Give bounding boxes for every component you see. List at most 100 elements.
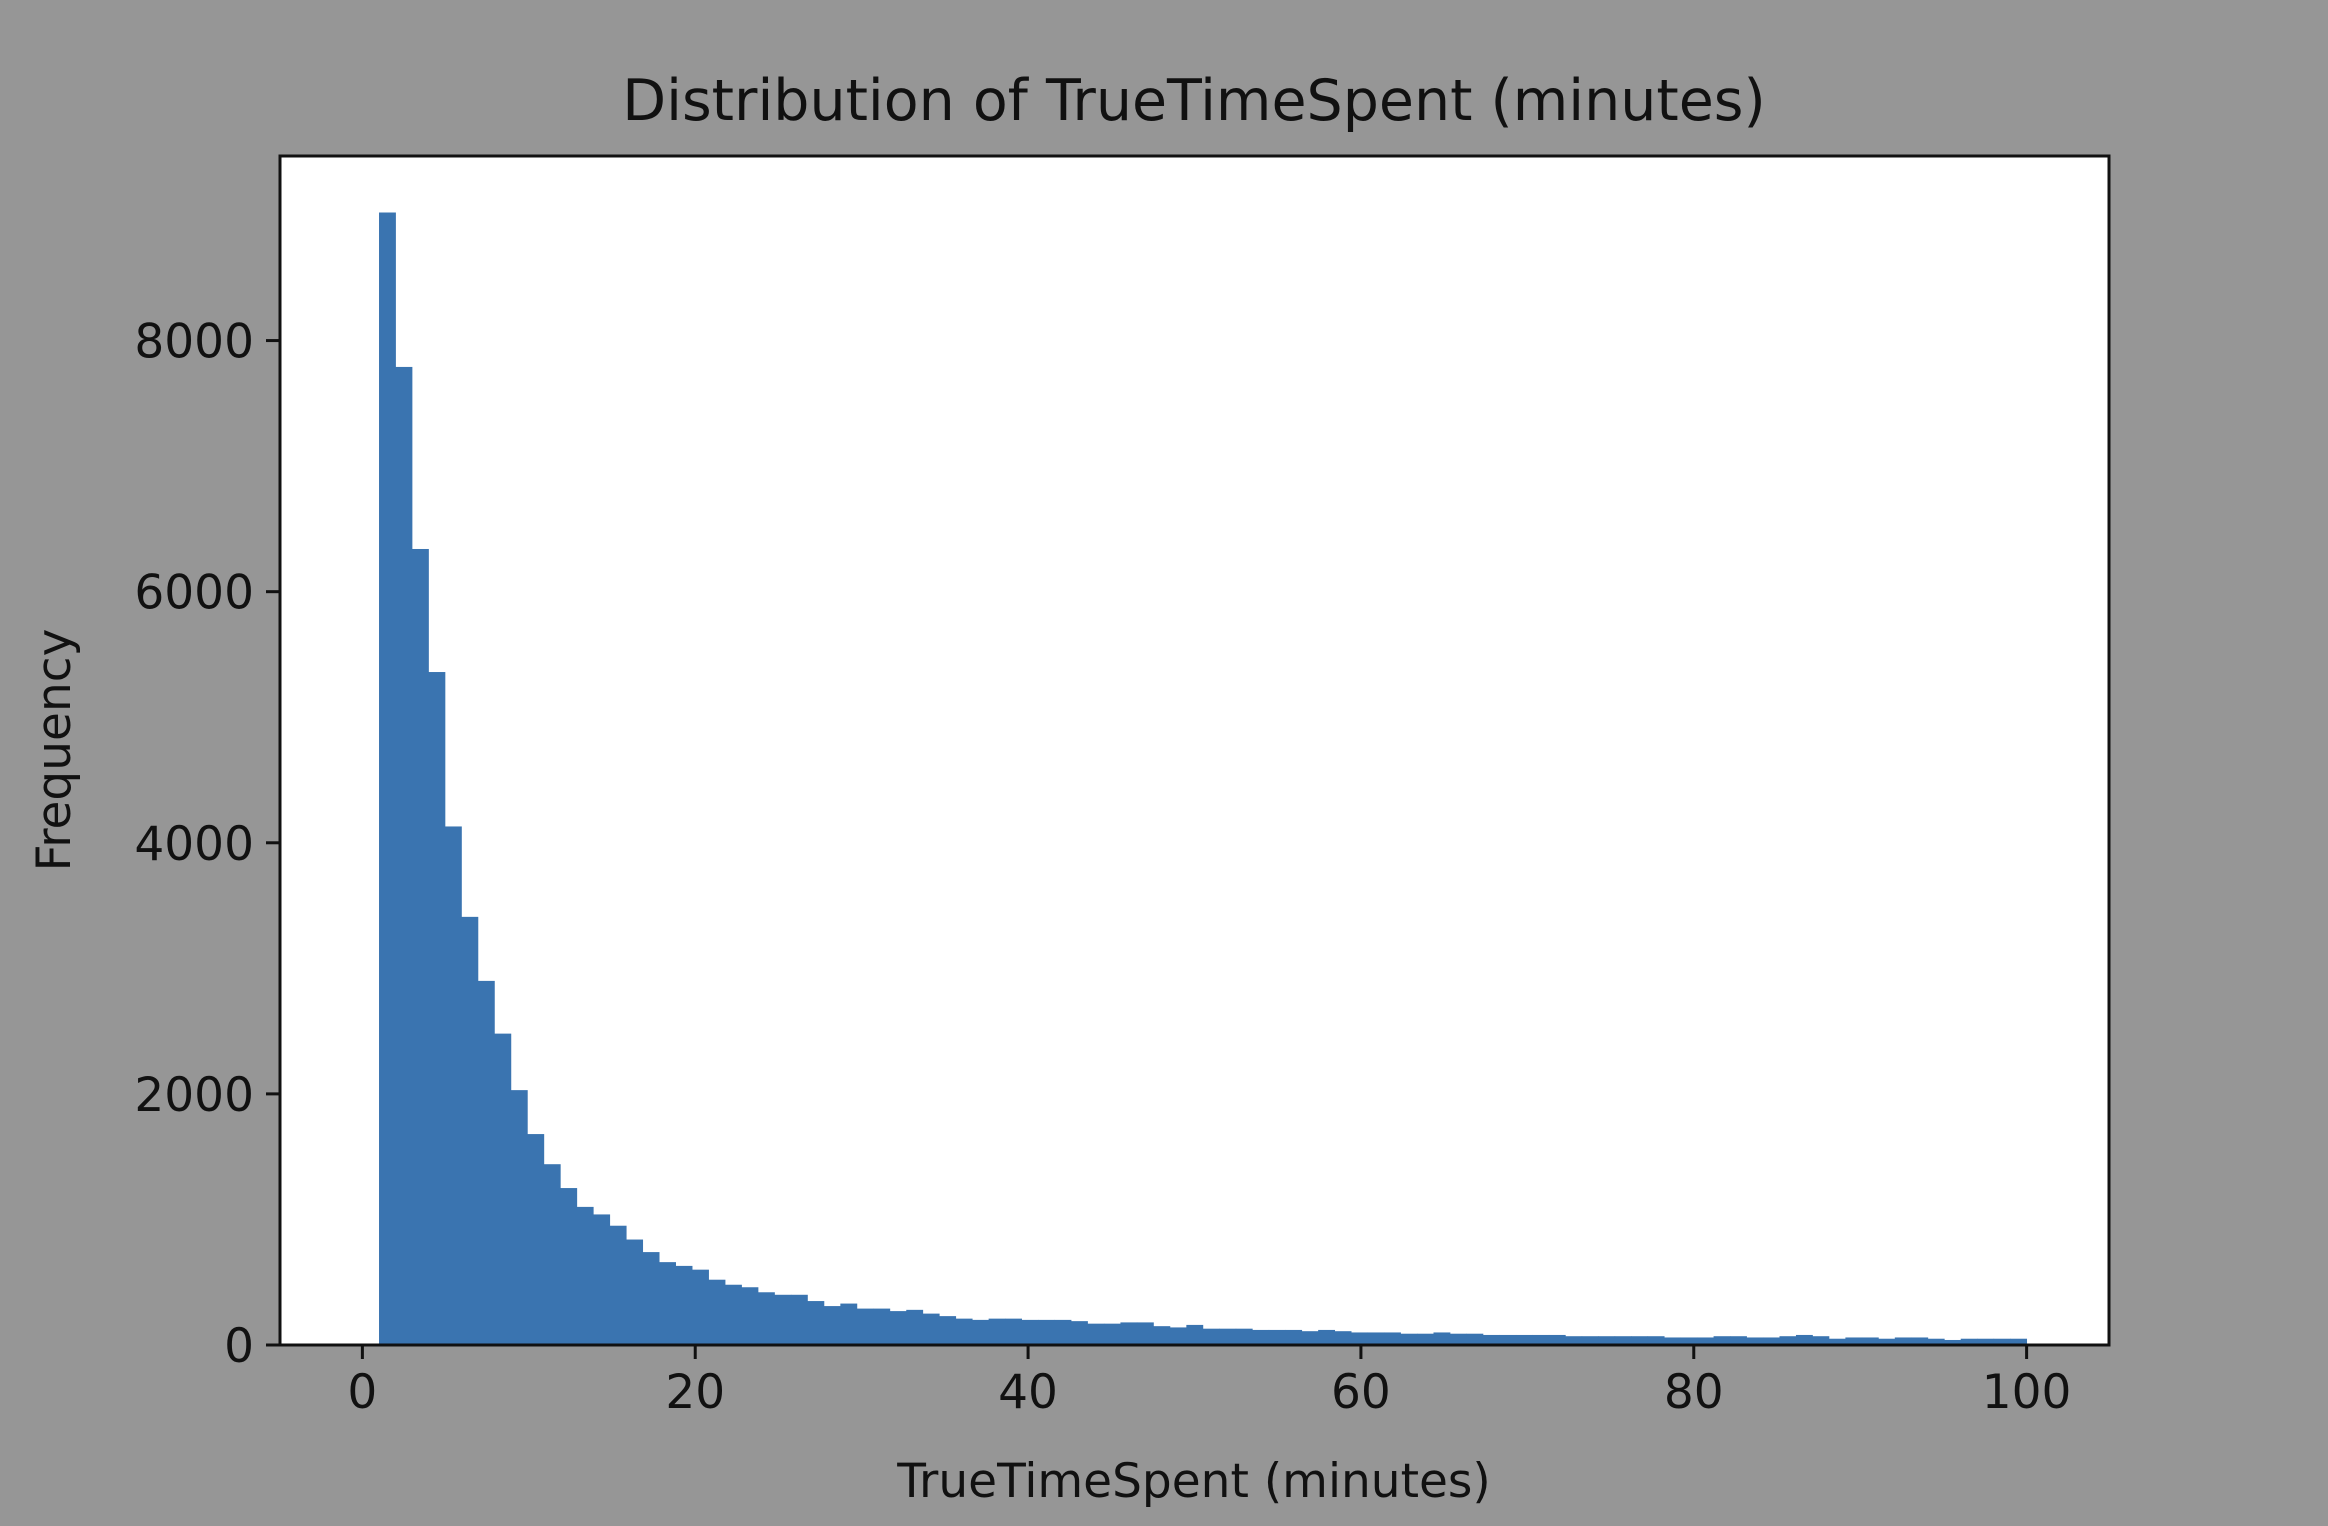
histogram-bar: [444, 826, 462, 1345]
histogram-bar: [1631, 1336, 1649, 1345]
histogram-bar: [1071, 1321, 1088, 1345]
histogram-bar: [1828, 1338, 1846, 1345]
histogram-bar: [1565, 1336, 1583, 1345]
y-axis: 0 2000 4000 6000 8000: [134, 315, 280, 1374]
histogram-bar: [1120, 1322, 1138, 1345]
histogram-bar: [823, 1306, 841, 1345]
histogram-bar: [774, 1294, 792, 1345]
histogram-bar: [1944, 1339, 1962, 1345]
histogram-bar: [873, 1308, 891, 1345]
histogram-bar: [576, 1206, 594, 1345]
histogram-bar: [1532, 1334, 1550, 1345]
histogram-bar: [428, 672, 446, 1345]
histogram-bar: [856, 1308, 874, 1345]
y-tick-label: 2000: [134, 1068, 254, 1123]
histogram-bar: [1153, 1326, 1171, 1345]
histogram-bar: [593, 1214, 611, 1345]
histogram-bar: [1169, 1327, 1187, 1345]
histogram-bar: [1861, 1337, 1879, 1345]
histogram-bar: [906, 1309, 924, 1345]
y-tick-label: 6000: [134, 566, 254, 621]
histogram-bar: [807, 1301, 825, 1345]
histogram-bar: [972, 1319, 990, 1345]
histogram-bar: [1301, 1331, 1319, 1345]
histogram-bar: [543, 1164, 561, 1345]
histogram-bar: [1812, 1336, 1830, 1345]
x-tick-label: 60: [1331, 1365, 1391, 1420]
histogram-bar: [1977, 1338, 1995, 1345]
histogram-bar: [1054, 1319, 1072, 1345]
histogram-bar: [1367, 1332, 1385, 1345]
histogram-bar: [1186, 1324, 1204, 1345]
histogram-bar: [741, 1287, 759, 1345]
histogram-bar: [1384, 1332, 1401, 1345]
histogram-bar: [1960, 1338, 1978, 1345]
x-tick-label: 100: [1982, 1365, 2072, 1420]
histogram-bar: [1021, 1319, 1039, 1345]
histogram-bar: [510, 1090, 528, 1345]
x-tick-label: 80: [1664, 1365, 1724, 1420]
histogram-bar: [1285, 1329, 1303, 1345]
histogram-bar: [1087, 1323, 1105, 1345]
histogram-bar: [626, 1239, 644, 1345]
histogram-bar: [988, 1318, 1006, 1345]
histogram-bar: [1927, 1338, 1945, 1345]
histogram-bar: [1499, 1334, 1517, 1345]
y-tick-label: 8000: [134, 315, 254, 370]
y-tick-label: 0: [224, 1319, 254, 1374]
histogram-bar: [708, 1279, 726, 1345]
histogram-bar: [1894, 1337, 1912, 1345]
histogram-bar: [1417, 1333, 1434, 1345]
histogram-bar: [1581, 1336, 1599, 1345]
histogram-bar: [1746, 1337, 1764, 1345]
histogram-bar: [1136, 1322, 1154, 1345]
histogram-bar: [790, 1294, 808, 1345]
histogram-bar: [411, 548, 429, 1345]
histogram-bar: [840, 1303, 858, 1345]
x-axis: 0 20 40 60 80 100: [347, 1345, 2071, 1420]
histogram-bar: [1038, 1319, 1055, 1345]
histogram-bar: [1598, 1336, 1616, 1345]
histogram-bar: [1351, 1332, 1368, 1345]
histogram-bar: [1268, 1329, 1286, 1345]
histogram-bar: [1795, 1334, 1813, 1345]
histogram-bar: [395, 366, 413, 1345]
histogram-bar: [675, 1265, 693, 1345]
histogram-bar: [1219, 1328, 1237, 1345]
histogram-bar: [1202, 1328, 1220, 1345]
histogram-bar: [379, 212, 396, 1345]
histogram-bar: [1548, 1334, 1566, 1345]
x-tick-label: 20: [665, 1365, 725, 1420]
histogram-bar: [1713, 1336, 1731, 1345]
histogram-bar: [1911, 1337, 1929, 1345]
histogram-bar: [1878, 1338, 1896, 1345]
histogram-bar: [1466, 1333, 1484, 1345]
histogram-bar: [1005, 1318, 1022, 1345]
histogram-bar: [1647, 1336, 1665, 1345]
histogram-bar: [955, 1318, 973, 1345]
histogram-bar: [1433, 1332, 1451, 1345]
x-tick-label: 0: [347, 1365, 377, 1420]
histogram-bar: [1252, 1329, 1270, 1345]
y-tick-label: 4000: [134, 817, 254, 872]
histogram-bar: [1664, 1337, 1682, 1345]
histogram-bar: [1680, 1337, 1698, 1345]
histogram-bar: [757, 1292, 775, 1345]
histogram-bar: [1614, 1336, 1632, 1345]
histogram-bar: [659, 1262, 676, 1345]
histogram-bar: [642, 1252, 660, 1345]
histogram-bar: [1697, 1337, 1714, 1345]
histogram-bar: [1235, 1328, 1253, 1345]
plot-area: [280, 156, 2109, 1345]
chart-title: Distribution of TrueTimeSpent (minutes): [622, 68, 1766, 134]
histogram-bar: [1730, 1336, 1747, 1345]
plot-frame: [278, 154, 2111, 1347]
histogram-bar: [1482, 1334, 1500, 1345]
histogram-bar: [494, 1033, 512, 1345]
histogram-bar: [889, 1311, 907, 1345]
histogram-bar: [1449, 1333, 1467, 1345]
histogram-bar: [1763, 1337, 1780, 1345]
x-axis-label: TrueTimeSpent (minutes): [896, 1454, 1491, 1509]
histogram-bar: [477, 980, 495, 1345]
